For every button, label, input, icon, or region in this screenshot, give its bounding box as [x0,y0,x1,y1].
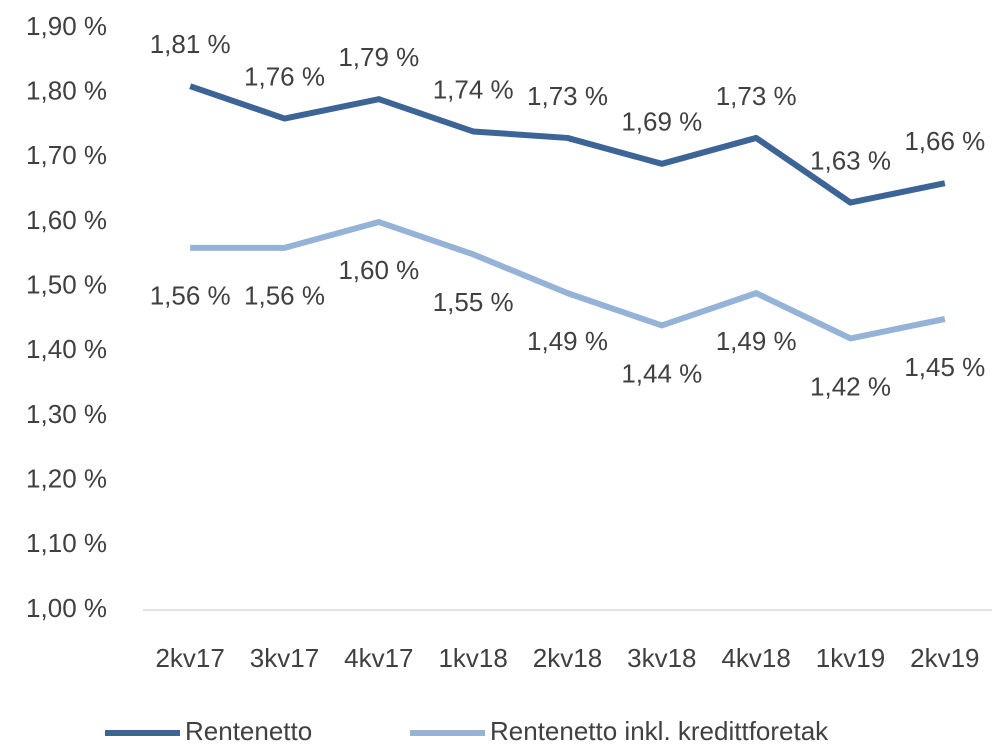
legend-label: Rentenetto inkl. kredittforetak [490,716,829,746]
data-label: 1,81 % [150,29,231,59]
y-tick-label: 1,70 % [26,140,107,170]
legend-label: Rentenetto [185,716,312,746]
y-tick-label: 1,90 % [26,11,107,41]
y-tick-label: 1,00 % [26,593,107,623]
data-label: 1,66 % [904,126,985,156]
x-tick-label: 2kv19 [910,643,979,673]
data-label: 1,49 % [716,326,797,356]
data-label: 1,55 % [433,287,514,317]
data-label: 1,56 % [150,281,231,311]
y-tick-label: 1,30 % [26,399,107,429]
y-tick-label: 1,80 % [26,76,107,106]
data-label: 1,73 % [527,81,608,111]
data-label: 1,73 % [716,81,797,111]
x-tick-label: 4kv18 [721,643,790,673]
data-label: 1,60 % [338,255,419,285]
data-label: 1,42 % [810,371,891,401]
data-label: 1,79 % [338,42,419,72]
x-tick-label: 2kv17 [155,643,224,673]
y-tick-label: 1,60 % [26,205,107,235]
y-tick-label: 1,20 % [26,464,107,494]
data-label: 1,69 % [621,107,702,137]
data-label: 1,56 % [244,281,325,311]
x-tick-label: 1kv19 [816,643,885,673]
data-label: 1,49 % [527,326,608,356]
y-tick-label: 1,50 % [26,270,107,300]
data-label: 1,76 % [244,61,325,91]
data-label: 1,63 % [810,145,891,175]
x-tick-label: 2kv18 [533,643,602,673]
data-label: 1,45 % [904,352,985,382]
data-label: 1,74 % [433,74,514,104]
x-tick-label: 3kv18 [627,643,696,673]
series-line [189,83,946,206]
x-tick-label: 1kv18 [438,643,507,673]
y-tick-label: 1,40 % [26,334,107,364]
series-line [190,219,946,342]
x-tick-label: 3kv17 [250,643,319,673]
data-label: 1,44 % [621,358,702,388]
y-tick-label: 1,10 % [26,528,107,558]
x-tick-label: 4kv17 [344,643,413,673]
